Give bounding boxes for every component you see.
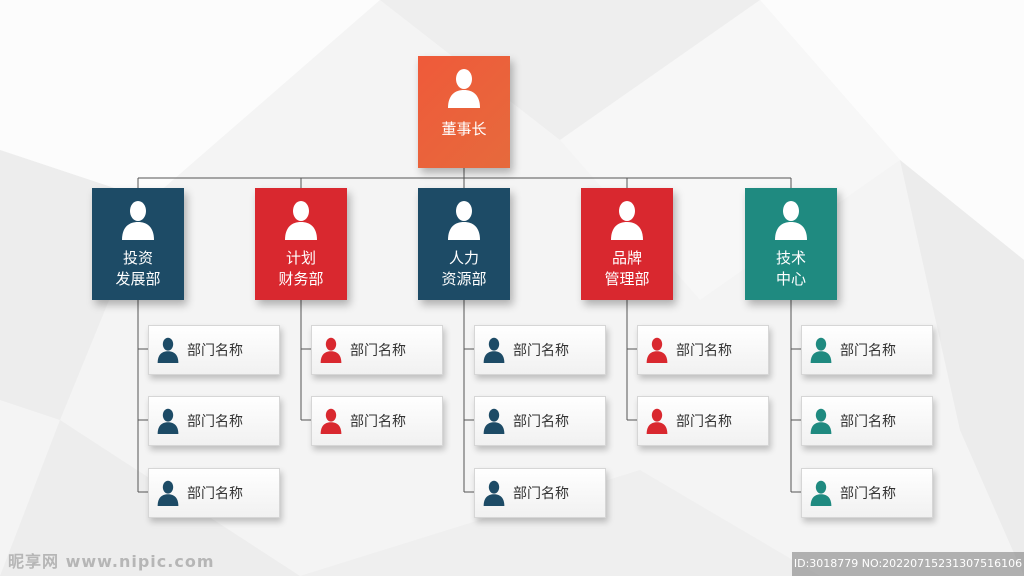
sub-department-card: 部门名称 — [637, 396, 769, 446]
sub-department-card: 部门名称 — [474, 468, 606, 518]
person-icon — [157, 408, 179, 434]
sub-department-card: 部门名称 — [311, 396, 443, 446]
department-box: 投资 发展部 — [92, 188, 184, 300]
sub-department-card: 部门名称 — [311, 325, 443, 375]
person-icon — [775, 201, 807, 240]
sub-department-label: 部门名称 — [676, 343, 732, 359]
sub-department-label: 部门名称 — [187, 486, 243, 502]
chairman-box: 董事长 — [418, 56, 510, 168]
sub-department-label: 部门名称 — [676, 414, 732, 430]
sub-department-label: 部门名称 — [187, 343, 243, 359]
person-icon — [483, 337, 505, 363]
watermark-logo: 昵享网 www.nipic.com — [8, 552, 215, 571]
person-icon — [810, 337, 832, 363]
person-icon — [448, 69, 480, 108]
person-icon — [122, 201, 154, 240]
sub-department-card: 部门名称 — [801, 396, 933, 446]
department-label: 人力 资源部 — [441, 249, 487, 288]
watermark-id: ID:3018779 NO:20220715231307516106 — [792, 552, 1024, 576]
department-box: 人力 资源部 — [418, 188, 510, 300]
person-icon — [611, 201, 643, 240]
sub-department-label: 部门名称 — [513, 486, 569, 502]
sub-department-label: 部门名称 — [840, 414, 896, 430]
department-label: 计划 财务部 — [278, 249, 324, 288]
person-icon — [448, 201, 480, 240]
sub-department-card: 部门名称 — [148, 396, 280, 446]
sub-department-card: 部门名称 — [474, 325, 606, 375]
sub-department-card: 部门名称 — [148, 468, 280, 518]
person-icon — [483, 408, 505, 434]
sub-department-label: 部门名称 — [840, 343, 896, 359]
person-icon — [157, 337, 179, 363]
sub-department-card: 部门名称 — [801, 325, 933, 375]
person-icon — [320, 337, 342, 363]
sub-department-card: 部门名称 — [148, 325, 280, 375]
department-box: 品牌 管理部 — [581, 188, 673, 300]
person-icon — [320, 408, 342, 434]
department-label: 品牌 管理部 — [604, 249, 650, 288]
person-icon — [810, 408, 832, 434]
sub-department-label: 部门名称 — [350, 414, 406, 430]
person-icon — [810, 480, 832, 506]
sub-department-label: 部门名称 — [840, 486, 896, 502]
sub-department-card: 部门名称 — [637, 325, 769, 375]
person-icon — [646, 337, 668, 363]
sub-department-label: 部门名称 — [513, 343, 569, 359]
sub-department-label: 部门名称 — [350, 343, 406, 359]
sub-department-card: 部门名称 — [474, 396, 606, 446]
department-box: 技术 中心 — [745, 188, 837, 300]
department-label: 技术 中心 — [775, 249, 806, 288]
department-box: 计划 财务部 — [255, 188, 347, 300]
sub-department-label: 部门名称 — [513, 414, 569, 430]
department-label: 投资 发展部 — [115, 249, 161, 288]
person-icon — [483, 480, 505, 506]
sub-department-card: 部门名称 — [801, 468, 933, 518]
chairman-label: 董事长 — [441, 120, 487, 138]
person-icon — [157, 480, 179, 506]
person-icon — [646, 408, 668, 434]
person-icon — [285, 201, 317, 240]
sub-department-label: 部门名称 — [187, 414, 243, 430]
